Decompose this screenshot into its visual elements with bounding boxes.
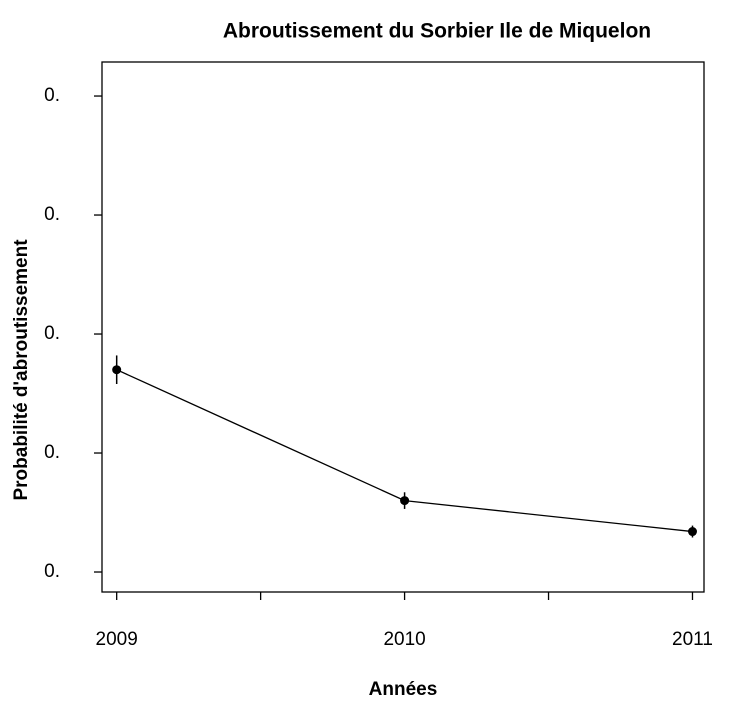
x-tick-label: 2009 [96,629,138,650]
x-axis-label: Années [369,679,438,700]
y-axis-label: Probabilité d'abroutissement [11,239,32,501]
y-tick-label: 0. [44,561,60,582]
chart-title: Abroutissement du Sorbier Ile de Miquelo… [223,20,651,43]
data-point [112,365,122,375]
y-tick-label: 0. [44,323,60,344]
x-tick-label: 2011 [672,629,713,650]
data-point [687,527,697,537]
y-tick-label: 0. [44,204,60,225]
x-tick-label: 2010 [383,629,425,650]
data-point [400,496,410,506]
y-tick-label: 0. [44,442,60,463]
plot-frame [101,61,705,593]
y-tick-label: 0. [44,85,60,106]
